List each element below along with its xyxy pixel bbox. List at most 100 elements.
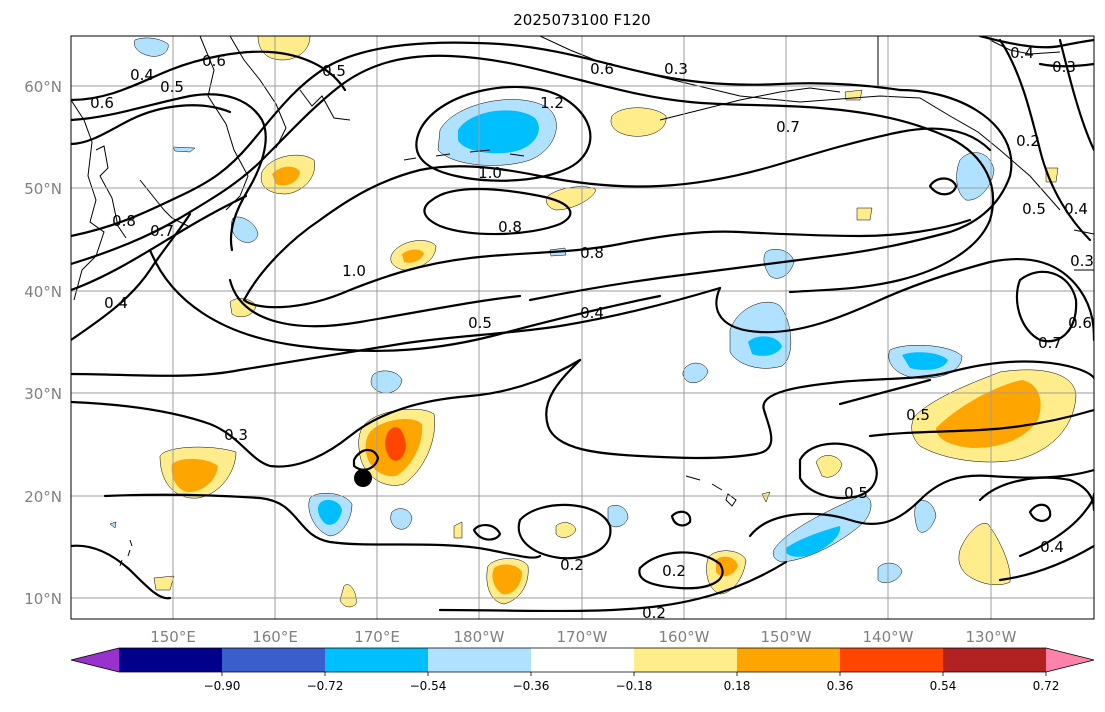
contour-line [228, 278, 522, 328]
contour-label: 0.4 [1040, 538, 1064, 556]
lon-label: 150°E [150, 628, 196, 646]
colorbar-segment [325, 648, 429, 672]
positive-anomaly-core [171, 458, 218, 492]
contour-line [242, 127, 992, 302]
contour-line [472, 524, 502, 541]
contour-label: 1.0 [342, 262, 366, 280]
contour-line [638, 551, 724, 590]
lon-label: 130°W [966, 628, 1017, 646]
lat-label: 50°N [24, 180, 62, 198]
contour-line [838, 378, 932, 406]
contour-line [71, 544, 172, 600]
coastline [229, 36, 287, 149]
contour-label: 0.4 [104, 294, 128, 312]
contour-label: 0.5 [322, 62, 346, 80]
negative-anomaly-area [134, 37, 169, 57]
negative-anomaly-core [785, 526, 841, 557]
contour-line [71, 286, 722, 377]
colorbar-tick-label: 0.54 [930, 679, 957, 693]
graticule [71, 36, 1094, 619]
colorbar-segment [737, 648, 841, 672]
lon-label: 180°W [454, 628, 505, 646]
colorbar-segment [531, 648, 635, 672]
colorbar-segment [119, 648, 223, 672]
contour-label: 0.5 [906, 406, 930, 424]
colorbar-extend-min [71, 648, 119, 672]
contour-line [978, 36, 1094, 49]
contour-label: 0.3 [1052, 58, 1076, 76]
positive-anomaly-area [257, 36, 311, 61]
lat-label: 30°N [24, 385, 62, 403]
contour-line [71, 54, 995, 294]
contour-line [670, 510, 692, 527]
colorbar-tick-label: 0.36 [827, 679, 854, 693]
contour-line [928, 177, 958, 196]
island-chain [685, 475, 723, 491]
negative-anomaly-area [370, 370, 403, 394]
contour-line [748, 468, 1094, 538]
positive-anomaly-area [815, 455, 843, 478]
colorbar-tick-label: −0.18 [616, 679, 653, 693]
contour-label: 0.4 [130, 66, 154, 84]
contour-lines [71, 36, 1094, 613]
negative-anomaly-core [458, 110, 539, 154]
lon-label: 140°W [863, 628, 914, 646]
colorbar-segment [428, 648, 532, 672]
coastline [299, 89, 351, 121]
colorbar-tick-label: −0.36 [513, 679, 550, 693]
contour-line [103, 493, 542, 559]
contour-line [71, 41, 902, 238]
colorbar-segment [634, 648, 738, 672]
colorbar-tick-label: −0.90 [204, 679, 241, 693]
contour-label: 0.8 [498, 218, 522, 236]
contour-label: 0.5 [160, 78, 184, 96]
contour-line [517, 503, 612, 560]
contour-label: 0.2 [1016, 132, 1040, 150]
colorbar-segment [840, 648, 944, 672]
negative-anomaly-area [877, 562, 903, 583]
colorbar-labels: −0.90 −0.72 −0.54 −0.36 −0.18 0.18 0.36 0.54 0.7… [204, 679, 1060, 693]
positive-anomaly-area [856, 207, 873, 221]
contour-line [415, 85, 592, 182]
coastline [71, 99, 105, 301]
lon-label: 150°W [761, 628, 812, 646]
negative-anomaly-area [914, 500, 937, 533]
storm-center-dot [354, 469, 372, 487]
colorbar-tick-label: 0.18 [724, 679, 751, 693]
lat-label: 60°N [24, 78, 62, 96]
negative-anomaly-area [607, 505, 629, 528]
contour-label: 0.5 [1022, 200, 1046, 218]
colorbar-tick-label: −0.54 [410, 679, 447, 693]
positive-anomaly-area [339, 584, 357, 608]
contour-line [71, 358, 582, 468]
contour-label: 0.3 [1070, 252, 1094, 270]
contour-line [528, 88, 1013, 302]
contour-label: 1.2 [540, 94, 564, 112]
contour-line [71, 212, 192, 342]
island-chain [403, 149, 525, 161]
negative-anomaly-area [109, 521, 117, 529]
lon-label: 160°W [659, 628, 710, 646]
colorbar-segment [222, 648, 326, 672]
negative-anomaly-area [682, 362, 709, 383]
contour-label: 0.6 [1068, 314, 1092, 332]
positive-anomaly-core [492, 564, 522, 595]
colorbar: −0.90 −0.72 −0.54 −0.36 −0.18 0.18 0.36 0.54 0.7… [70, 647, 1095, 693]
contour-label: 0.4 [1064, 200, 1088, 218]
contour-label: 0.7 [1038, 334, 1062, 352]
coastline [989, 39, 1061, 55]
contour-line [1058, 38, 1094, 152]
contour-label: 0.5 [468, 314, 492, 332]
positive-anomaly-area [610, 107, 667, 137]
positive-anomaly-area [555, 522, 577, 538]
island [725, 493, 737, 507]
contour-line [1015, 270, 1078, 343]
colorbar-tick-label: −0.72 [307, 679, 344, 693]
lon-label: 160°E [252, 628, 298, 646]
coastline [659, 87, 841, 121]
contour-line [1028, 503, 1052, 522]
longitude-labels: 150°E 160°E 170°E 180°W 170°W 160°W 150°… [150, 628, 1016, 646]
contour-label: 0.4 [580, 304, 604, 322]
contour-line [1038, 62, 1094, 68]
contour-line [71, 93, 267, 252]
